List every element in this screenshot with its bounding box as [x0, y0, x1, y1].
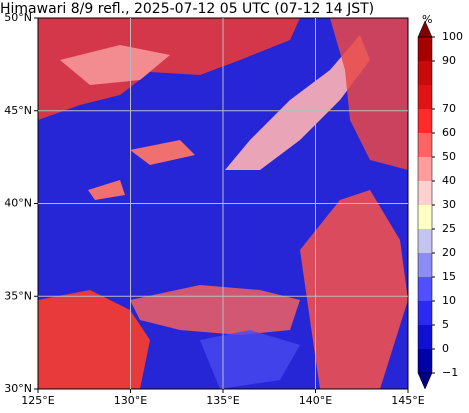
- x-tick-label: 140°E: [299, 394, 332, 407]
- colorbar-segment: [418, 301, 432, 325]
- colorbar-segment: [418, 277, 432, 301]
- colorbar-segment: [418, 181, 432, 205]
- colorbar-segment: [418, 205, 432, 229]
- colorbar-label: 50: [442, 150, 456, 163]
- x-tick-label: 125°E: [21, 394, 54, 407]
- colorbar-label: −1: [442, 366, 458, 379]
- colorbar-segment: [418, 349, 432, 373]
- colorbar-label: 60: [442, 126, 456, 139]
- x-tick-label: 130°E: [114, 394, 147, 407]
- colorbar-label: 100: [442, 30, 463, 43]
- y-tick-label: 40°N: [4, 197, 32, 210]
- y-tick-label: 30°N: [4, 382, 32, 395]
- colorbar-segment: [418, 133, 432, 157]
- colorbar-label: 90: [442, 54, 456, 67]
- colorbar-label: 15: [442, 270, 456, 283]
- y-tick-label: 35°N: [4, 289, 32, 302]
- colorbar-label: 0: [442, 342, 449, 355]
- x-tick-label: 135°E: [206, 394, 239, 407]
- colorbar-label: 5: [442, 318, 449, 331]
- colorbar-label: 30: [442, 198, 456, 211]
- colorbar-label: 70: [442, 102, 456, 115]
- colorbar-segment: [418, 85, 432, 109]
- colorbar-segment: [418, 229, 432, 253]
- colorbar-label: 40: [442, 174, 456, 187]
- y-tick-label: 50°N: [4, 11, 32, 24]
- colorbar-unit: %: [422, 13, 432, 26]
- colorbar-segment: [418, 325, 432, 349]
- colorbar-segment: [418, 253, 432, 277]
- colorbar-segment: [418, 37, 432, 61]
- colorbar-segment: [418, 157, 432, 181]
- title: Himawari 8/9 refl., 2025-07-12 05 UTC (0…: [0, 1, 374, 17]
- y-tick-label: 45°N: [4, 104, 32, 117]
- colorbar-segment: [418, 109, 432, 133]
- colorbar-label: 10: [442, 294, 456, 307]
- colorbar-under: [417, 372, 433, 390]
- colorbar-segment: [418, 61, 432, 85]
- colorbar-label: 25: [442, 222, 456, 235]
- colorbar-label: 20: [442, 246, 456, 259]
- x-tick-label: 145°E: [391, 394, 424, 407]
